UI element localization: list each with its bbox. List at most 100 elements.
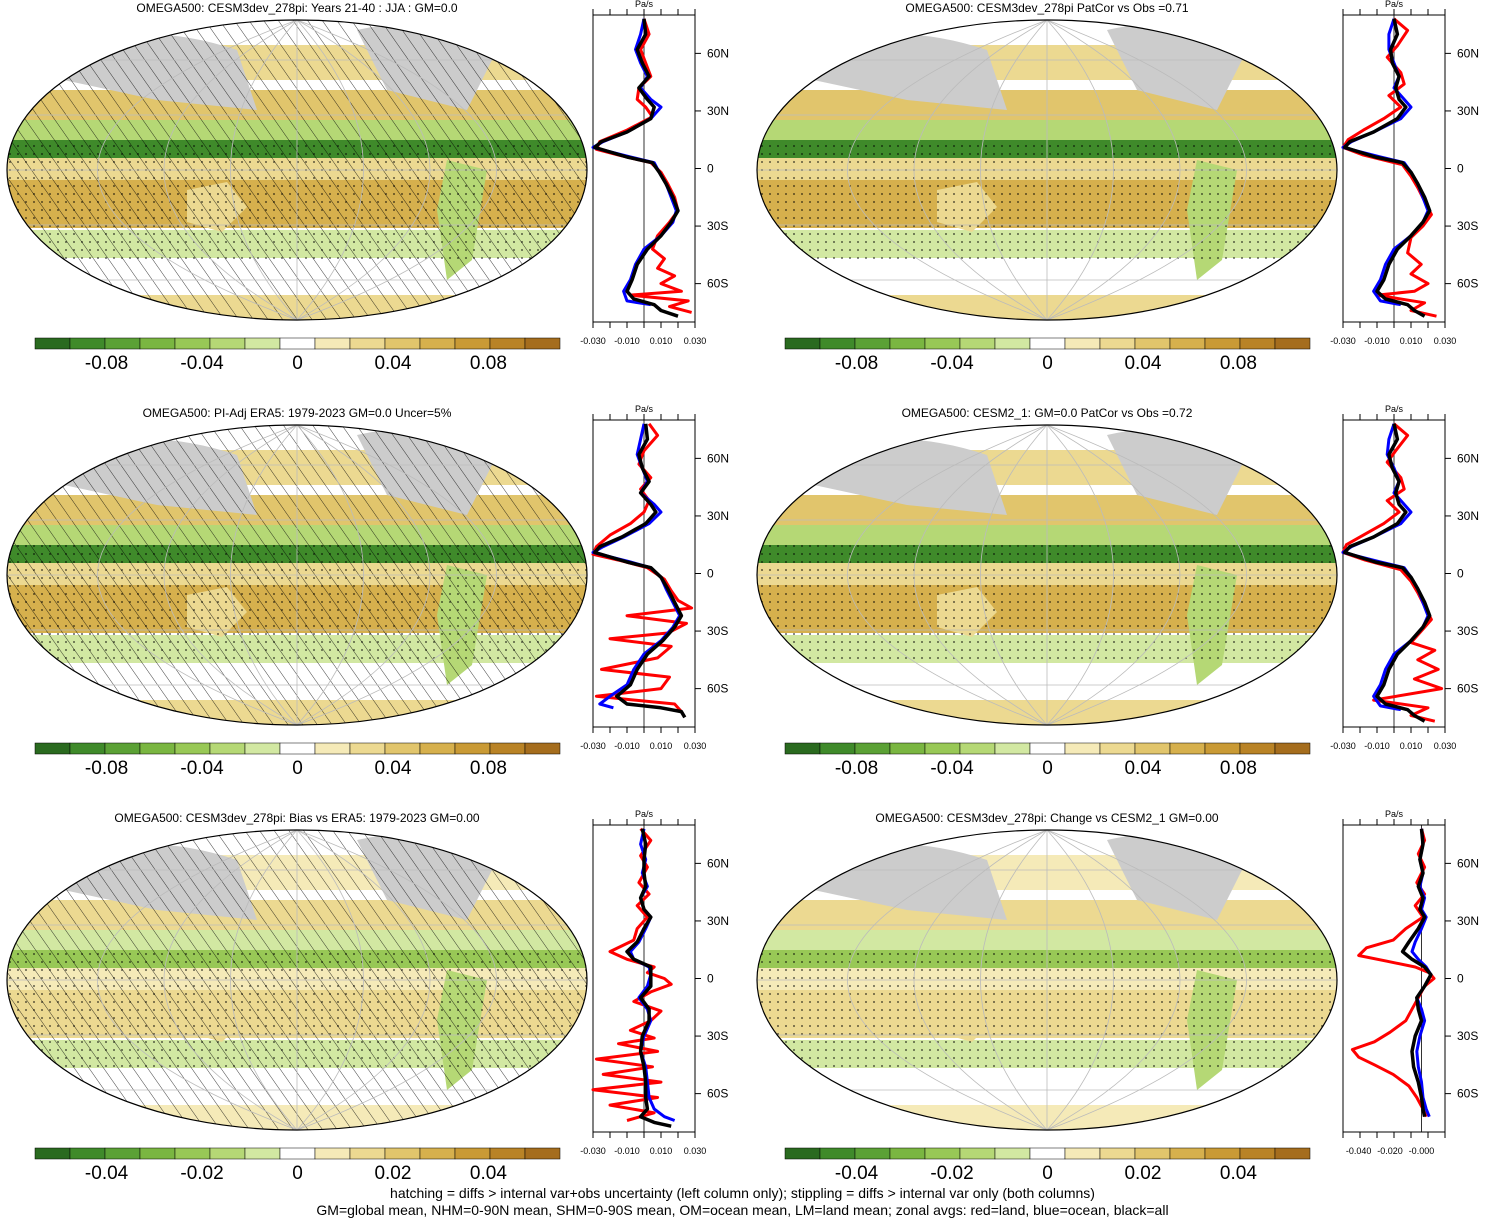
profile-xtick-label: -0.010 <box>614 336 640 346</box>
profile-unit-label: Pa/s <box>1385 809 1404 819</box>
colorbar-swatch <box>244 742 281 755</box>
panel-title: OMEGA500: CESM2_1: GM=0.0 PatCor vs Obs … <box>902 406 1193 420</box>
colorbar-swatch <box>34 1147 71 1160</box>
zonal-profile: -0.030 -0.010 0.010 0.030 60N 30N 0 30S 60S Pa/s <box>1330 0 1479 346</box>
profile-xtick-label: -0.030 <box>1330 336 1356 346</box>
profile-ytick-label: 30N <box>707 104 729 118</box>
zonal-profile: -0.030 -0.010 0.010 0.030 60N 30N 0 30S 60S Pa/s <box>580 809 729 1156</box>
colorbar-swatch <box>994 1147 1031 1160</box>
colorbar-swatch <box>1134 1147 1171 1160</box>
profile-xtick-label: 0.030 <box>684 741 707 751</box>
colorbar-swatch <box>1134 742 1171 755</box>
colorbar-swatch <box>489 1147 526 1160</box>
panel-title: OMEGA500: CESM3dev_278pi: Change vs CESM… <box>875 811 1219 825</box>
profile-unit-label: Pa/s <box>635 809 654 819</box>
profile-unit-label: Pa/s <box>635 404 654 414</box>
profile-line-all <box>625 828 672 1128</box>
colorbar-label: -0.04 <box>930 353 974 374</box>
colorbar-swatch <box>854 337 891 350</box>
colorbar-swatch <box>244 337 281 350</box>
profile-xtick-label: -0.000 <box>1409 1146 1435 1156</box>
profile-ytick-label: 60N <box>707 856 729 870</box>
colorbar-label: -0.04 <box>180 353 224 374</box>
colorbar-swatch <box>1064 337 1101 350</box>
colorbar-swatch <box>784 337 821 350</box>
map-outline <box>756 19 1338 321</box>
profile-line-land <box>591 827 673 1122</box>
colorbar-label: -0.08 <box>85 758 128 779</box>
colorbar-swatch <box>1099 1147 1136 1160</box>
colorbar-swatch <box>1099 337 1136 350</box>
profile-line-all <box>1342 18 1432 318</box>
footer-line-1: hatching = diffs > internal var+obs unce… <box>390 1185 1095 1201</box>
colorbar-swatch <box>69 742 106 755</box>
profile-ytick-label: 60S <box>1457 682 1478 696</box>
profile-ytick-label: 30N <box>1457 914 1479 928</box>
colorbar-label: 0.08 <box>470 353 507 374</box>
colorbar-label: -0.04 <box>85 1163 129 1184</box>
profile-unit-label: Pa/s <box>1385 0 1404 9</box>
colorbar-swatch <box>384 337 421 350</box>
panel-title: OMEGA500: CESM3dev_278pi: Bias vs ERA5: … <box>114 811 480 825</box>
colorbar-label: 0 <box>292 353 303 374</box>
colorbar-swatch <box>1169 1147 1206 1160</box>
profile-ytick-label: 30N <box>707 914 729 928</box>
panel-4: OMEGA500: CESM2_1: GM=0.0 PatCor vs Obs … <box>756 404 1479 779</box>
colorbar-swatch <box>1029 337 1066 350</box>
profile-ytick-label: 30S <box>1457 219 1478 233</box>
colorbar-swatch <box>994 337 1031 350</box>
colorbar-swatch <box>889 1147 926 1160</box>
zonal-profile: -0.030 -0.010 0.010 0.030 60N 30N 0 30S 60S Pa/s <box>1330 404 1479 751</box>
colorbar-label: -0.04 <box>180 758 224 779</box>
profile-xtick-label: 0.010 <box>650 1146 673 1156</box>
profile-ytick-label: 0 <box>707 972 714 986</box>
colorbar-swatch <box>1204 337 1241 350</box>
colorbar-label: -0.02 <box>930 1163 973 1184</box>
profile-xtick-label: -0.030 <box>1330 741 1356 751</box>
profile-xtick-label: -0.010 <box>1364 741 1390 751</box>
profile-xtick-label: 0.030 <box>1434 741 1457 751</box>
colorbar-swatch <box>1239 1147 1276 1160</box>
colorbar-swatch <box>209 337 246 350</box>
colorbar-swatch <box>784 1147 821 1160</box>
panel-1: OMEGA500: CESM3dev_278pi: Years 21-40 : … <box>6 0 729 374</box>
profile-xtick-label: 0.010 <box>1400 741 1423 751</box>
profile-ytick-label: 60S <box>707 682 728 696</box>
colorbar-label: 0.02 <box>374 1163 411 1184</box>
colorbar-label: 0.08 <box>1220 758 1257 779</box>
panel-title: OMEGA500: PI-Adj ERA5: 1979-2023 GM=0.0 … <box>143 406 452 420</box>
profile-line-all <box>592 18 680 318</box>
colorbar-swatch <box>524 1147 561 1160</box>
colorbar-swatch <box>994 742 1031 755</box>
colorbar-swatch <box>104 1147 141 1160</box>
colorbar-label: -0.04 <box>835 1163 879 1184</box>
colorbar-swatch <box>349 742 386 755</box>
colorbar-swatch <box>1239 742 1276 755</box>
colorbar-label: -0.04 <box>930 758 974 779</box>
profile-ytick-label: 60N <box>1457 46 1479 60</box>
colorbar-label: 0.02 <box>1124 1163 1161 1184</box>
zonal-profile: -0.040 -0.020 -0.000 60N 30N 0 30S 60S Pa/s <box>1342 809 1479 1156</box>
colorbar-swatch <box>819 742 856 755</box>
profile-ytick-label: 30S <box>707 219 728 233</box>
colorbar-swatch <box>784 742 821 755</box>
panel-2: OMEGA500: CESM3dev_278pi PatCor vs Obs =… <box>756 0 1479 374</box>
profile-unit-label: Pa/s <box>1385 404 1404 414</box>
colorbar-swatch <box>384 742 421 755</box>
map-field <box>757 830 1337 1130</box>
colorbar-swatch <box>819 337 856 350</box>
colorbar-swatch <box>34 337 71 350</box>
colorbar-swatch <box>524 337 561 350</box>
profile-xtick-label: -0.030 <box>580 336 606 346</box>
profile-ytick-label: 60N <box>1457 856 1479 870</box>
colorbar-label: 0.04 <box>470 1163 507 1184</box>
colorbar-swatch <box>209 742 246 755</box>
colorbar-label: 0 <box>1042 758 1053 779</box>
colorbar-swatch <box>384 1147 421 1160</box>
profile-ytick-label: 30N <box>1457 104 1479 118</box>
profile-xtick-label: 0.030 <box>684 336 707 346</box>
colorbar-swatch <box>349 337 386 350</box>
colorbar-swatch <box>959 337 996 350</box>
profile-xtick-label: -0.010 <box>1364 336 1390 346</box>
